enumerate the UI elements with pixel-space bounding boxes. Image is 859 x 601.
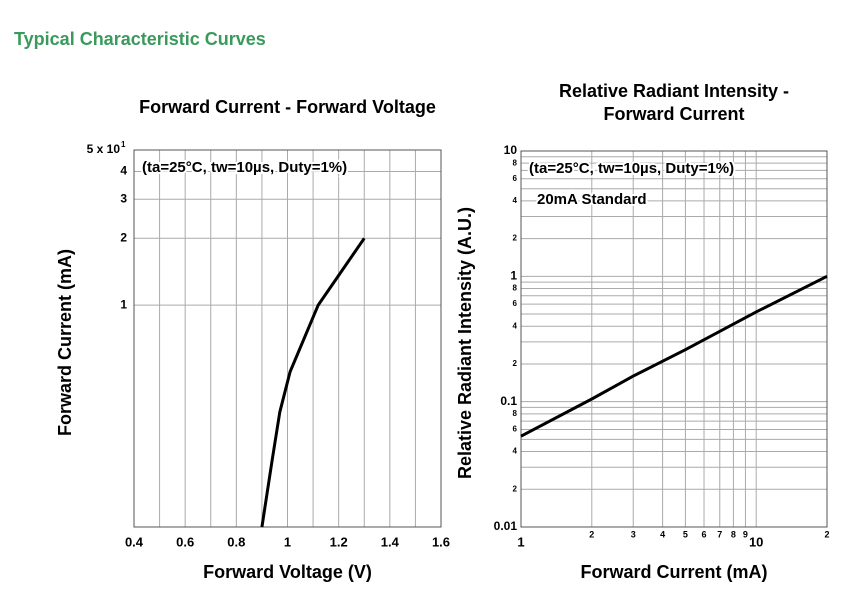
- y-tick-label: 4: [513, 321, 518, 330]
- y-tick-label: 10: [504, 143, 518, 157]
- annotation: (ta=25°C, tw=10µs, Duty=1%): [142, 159, 347, 176]
- x-tick-label: 2: [824, 529, 829, 539]
- x-tick-label: 1: [284, 534, 291, 549]
- x-tick-label: 1: [517, 534, 524, 549]
- page-title: Typical Characteristic Curves: [14, 29, 266, 49]
- y-tick-label: 8: [513, 284, 518, 293]
- y-tick-label: 4: [120, 164, 127, 178]
- y-tick-label: 2: [513, 359, 518, 368]
- chart-title: Forward Current - Forward Voltage: [139, 97, 436, 117]
- x-tick-label: 0.8: [227, 534, 245, 549]
- y-tick-label: 6: [513, 299, 518, 308]
- x-tick-label: 1.6: [432, 534, 450, 549]
- x-tick-label: 0.6: [176, 534, 194, 549]
- x-tick-label: 0.4: [125, 534, 144, 549]
- y-axis-label: Relative Radiant Intensity (A.U.): [455, 207, 475, 479]
- annotation: (ta=25°C, tw=10µs, Duty=1%): [529, 160, 734, 177]
- y-tick-label: 4: [513, 447, 518, 456]
- y-tick-label: 2: [513, 484, 518, 493]
- chart-title-line: Forward Current: [603, 104, 744, 124]
- x-tick-label: 6: [702, 529, 707, 539]
- x-tick-label: 4: [660, 529, 665, 539]
- x-tick-label: 5: [683, 529, 688, 539]
- annotation: 20mA Standard: [537, 191, 646, 208]
- x-axis-label: Forward Current (mA): [580, 562, 767, 582]
- y-tick-label: 4: [513, 196, 518, 205]
- x-tick-label: 8: [731, 529, 736, 539]
- y-tick-label: 6: [513, 174, 518, 183]
- y-axis-label: Forward Current (mA): [55, 249, 75, 436]
- y-tick-label: 0.1: [500, 394, 517, 408]
- x-tick-label: 3: [631, 529, 636, 539]
- y-tick-label: 6: [513, 425, 518, 434]
- x-tick-label: 10: [749, 534, 763, 549]
- x-tick-label: 2: [589, 529, 594, 539]
- y-tick-label: 5 x 10: [87, 142, 121, 156]
- y-tick-label: 8: [513, 158, 518, 167]
- y-tick-label: 8: [513, 409, 518, 418]
- chart-title: Relative Radiant Intensity - Forward Curr…: [559, 81, 789, 124]
- y-tick-label: 2: [513, 234, 518, 243]
- data-line: [520, 274, 828, 438]
- x-tick-label: 1.2: [330, 534, 348, 549]
- chart-title-line: Relative Radiant Intensity -: [559, 81, 789, 101]
- y-tick-label: 1: [120, 297, 127, 311]
- x-tick-label: 9: [743, 529, 748, 539]
- y-tick-label: 3: [120, 191, 127, 205]
- x-axis-label: Forward Voltage (V): [203, 562, 372, 582]
- plot-frame: [133, 149, 442, 528]
- y-tick-label: 0.01: [494, 519, 518, 533]
- x-tick-label: 7: [717, 529, 722, 539]
- y-tick-exponent: 1: [121, 140, 126, 149]
- y-tick-label: 2: [120, 230, 127, 244]
- x-tick-label: 1.4: [381, 534, 400, 549]
- data-line: [260, 237, 366, 528]
- y-tick-label: 1: [510, 269, 517, 283]
- plot-frame: [520, 150, 828, 528]
